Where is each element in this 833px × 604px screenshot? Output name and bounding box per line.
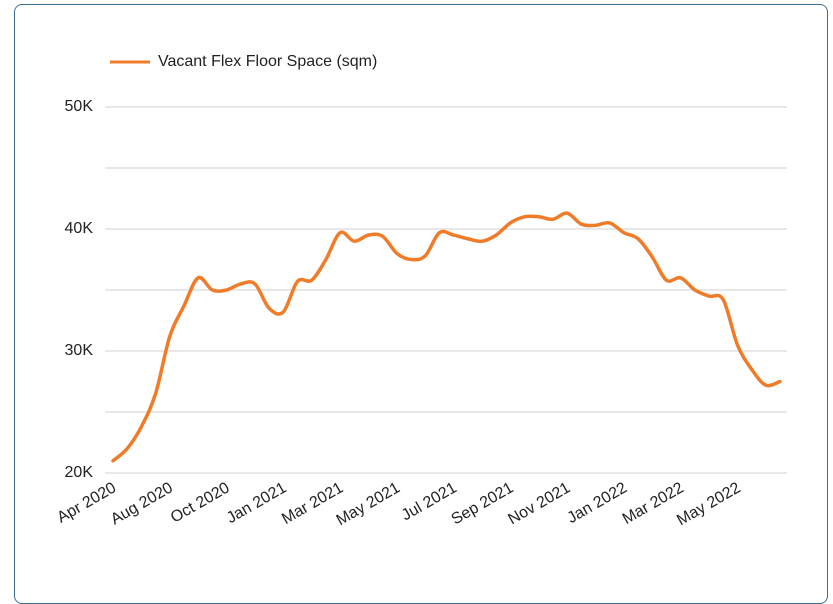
x-tick-label: Jan 2022 — [564, 479, 630, 527]
x-tick-label: Jan 2021 — [224, 479, 290, 527]
y-tick-label: 20K — [65, 464, 94, 481]
x-tick-label: Sep 2021 — [449, 479, 517, 528]
x-tick-label: Aug 2020 — [108, 479, 176, 528]
chart: Vacant Flex Floor Space (sqm) 20K 30K 40K 5… — [54, 53, 787, 529]
y-tick-label: 30K — [65, 342, 94, 359]
x-tick-label: Oct 2020 — [168, 479, 233, 526]
page: {"chart_data": {"type": "line", "categor… — [14, 4, 828, 604]
y-tick-label: 40K — [65, 220, 94, 237]
x-tick-label: Nov 2021 — [505, 479, 573, 528]
legend-label: Vacant Flex Floor Space (sqm) — [158, 53, 377, 70]
x-tick-label: Apr 2020 — [54, 479, 119, 526]
data-line — [111, 211, 782, 463]
y-tick-label: 50K — [65, 98, 94, 115]
x-tick-label: May 2021 — [334, 479, 403, 529]
x-tick-label: May 2022 — [674, 479, 743, 529]
